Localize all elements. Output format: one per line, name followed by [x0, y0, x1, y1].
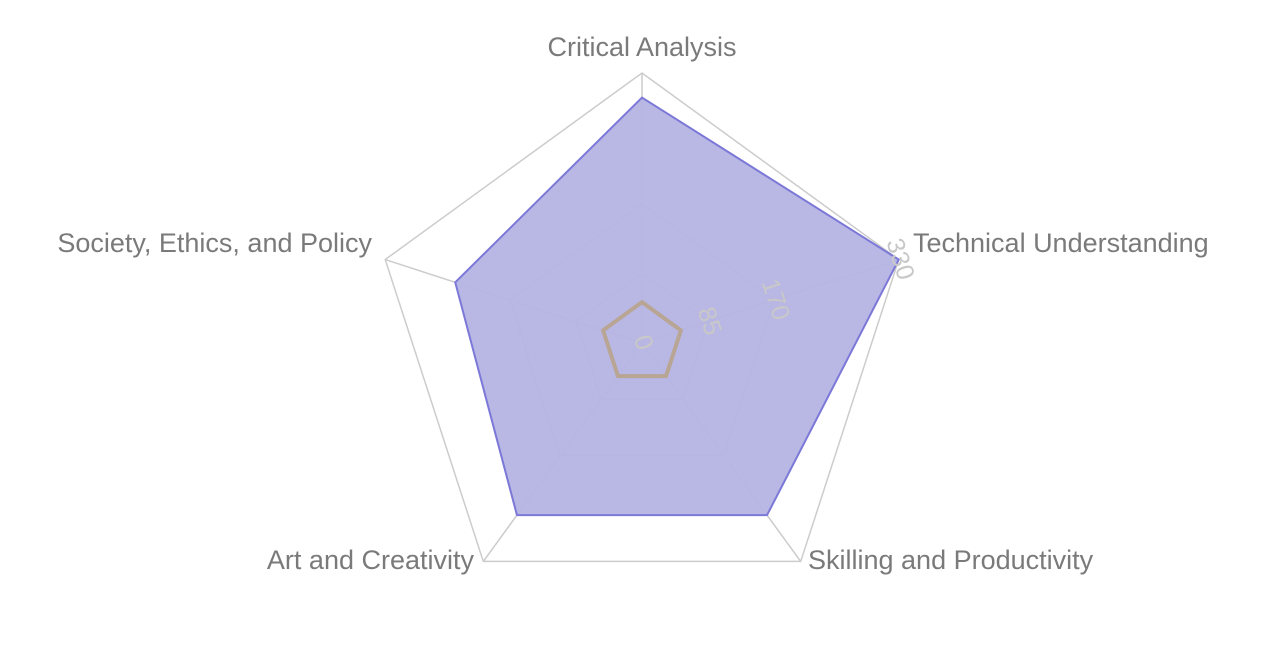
axis-label-2: Technical Understanding [913, 228, 1209, 258]
series-2-area [601, 300, 683, 379]
radar-series [454, 96, 900, 517]
axis-label-1: Critical Analysis [547, 32, 736, 62]
grid-ring-3 [384, 72, 900, 563]
axis-label-5: Society, Ethics, and Policy [57, 228, 372, 258]
axis-label-3: Skilling and Productivity [808, 545, 1094, 575]
series-1-area [454, 96, 900, 517]
axis-label-4: Art and Creativity [267, 545, 475, 575]
radar-axis-labels: Critical Analysis Technical Understanding… [57, 32, 1208, 575]
